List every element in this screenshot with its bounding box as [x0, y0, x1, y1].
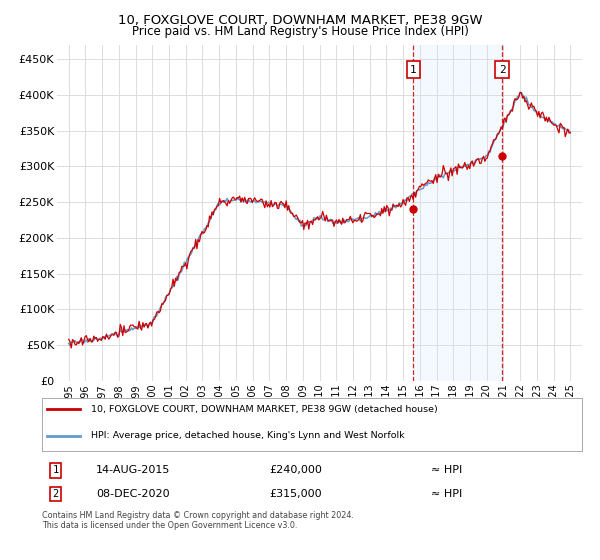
Text: HPI: Average price, detached house, King's Lynn and West Norfolk: HPI: Average price, detached house, King… — [91, 431, 404, 440]
Text: 2: 2 — [52, 489, 59, 499]
Text: £240,000: £240,000 — [269, 465, 322, 475]
Text: £315,000: £315,000 — [269, 489, 322, 499]
Bar — [413, 45, 502, 381]
Text: 1: 1 — [410, 65, 417, 75]
Text: ≈ HPI: ≈ HPI — [431, 489, 462, 499]
Text: 10, FOXGLOVE COURT, DOWNHAM MARKET, PE38 9GW (detached house): 10, FOXGLOVE COURT, DOWNHAM MARKET, PE38… — [91, 405, 437, 414]
Text: ≈ HPI: ≈ HPI — [431, 465, 462, 475]
Text: 2: 2 — [499, 65, 505, 75]
Text: 14-AUG-2015: 14-AUG-2015 — [96, 465, 170, 475]
Text: 10, FOXGLOVE COURT, DOWNHAM MARKET, PE38 9GW: 10, FOXGLOVE COURT, DOWNHAM MARKET, PE38… — [118, 14, 482, 27]
Text: 08-DEC-2020: 08-DEC-2020 — [96, 489, 170, 499]
Text: Price paid vs. HM Land Registry's House Price Index (HPI): Price paid vs. HM Land Registry's House … — [131, 25, 469, 38]
Text: 1: 1 — [52, 465, 59, 475]
Text: Contains HM Land Registry data © Crown copyright and database right 2024.
This d: Contains HM Land Registry data © Crown c… — [42, 511, 354, 530]
